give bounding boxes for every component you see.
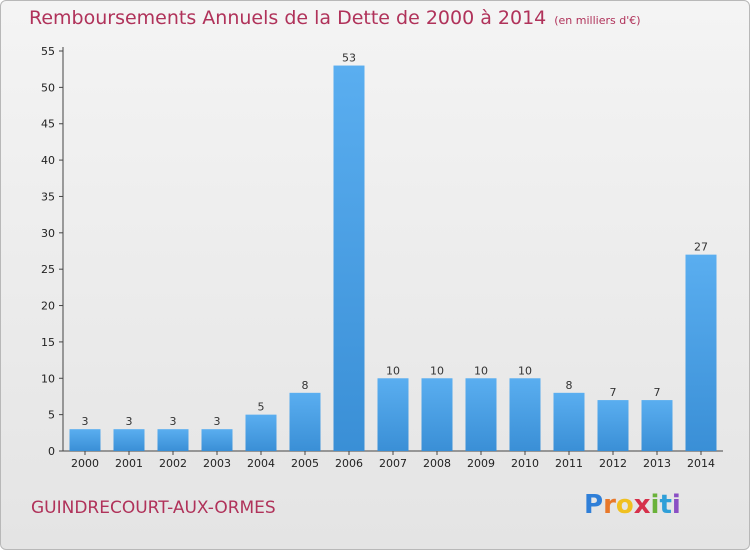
bar-value-label: 3 (214, 415, 221, 428)
x-tick-label: 2000 (71, 457, 99, 470)
bar (465, 378, 497, 451)
bar-value-label: 27 (694, 241, 708, 254)
bar-value-label: 8 (566, 379, 573, 392)
x-tick-label: 2011 (555, 457, 583, 470)
logo-letter: i (650, 490, 660, 520)
bar-value-label: 3 (82, 415, 89, 428)
bar (641, 400, 673, 451)
logo-letter: i (671, 490, 681, 520)
bar-value-label: 7 (654, 386, 661, 399)
logo-letter: o (615, 490, 634, 520)
x-tick-label: 2003 (203, 457, 231, 470)
x-tick-label: 2012 (599, 457, 627, 470)
bar-value-label: 8 (302, 379, 309, 392)
bar (201, 429, 233, 451)
bar-value-label: 7 (610, 386, 617, 399)
bar (245, 414, 277, 451)
y-tick-label: 50 (41, 81, 55, 94)
y-tick-label: 0 (48, 445, 55, 458)
x-tick-label: 2009 (467, 457, 495, 470)
chart-title-text: Remboursements Annuels de la Dette de 20… (29, 7, 547, 29)
bar (421, 378, 453, 451)
logo-letter: r (603, 490, 616, 520)
x-tick-label: 2010 (511, 457, 539, 470)
proxiti-logo[interactable]: Proxiti (584, 490, 681, 520)
chart-title: Remboursements Annuels de la Dette de 20… (29, 7, 641, 29)
logo-letter: x (633, 490, 651, 520)
bar (597, 400, 629, 451)
x-tick-label: 2006 (335, 457, 363, 470)
bar (553, 392, 585, 451)
bar (333, 65, 365, 451)
x-tick-label: 2001 (115, 457, 143, 470)
bar (113, 429, 145, 451)
y-tick-label: 35 (41, 190, 55, 203)
x-tick-label: 2008 (423, 457, 451, 470)
bar-value-label: 10 (518, 364, 532, 377)
x-tick-label: 2007 (379, 457, 407, 470)
bar (685, 254, 717, 451)
bar-value-label: 10 (474, 364, 488, 377)
logo-letter: t (659, 490, 672, 520)
bar (157, 429, 189, 451)
commune-name: GUINDRECOURT-AUX-ORMES (31, 498, 276, 518)
bar-value-label: 53 (342, 52, 356, 65)
y-tick-label: 25 (41, 263, 55, 276)
bar-value-label: 5 (258, 401, 265, 414)
y-tick-label: 15 (41, 336, 55, 349)
bar (69, 429, 101, 451)
y-tick-label: 55 (41, 45, 55, 58)
x-tick-label: 2005 (291, 457, 319, 470)
y-tick-label: 10 (41, 372, 55, 385)
y-tick-label: 45 (41, 118, 55, 131)
bar-value-label: 10 (386, 364, 400, 377)
y-tick-label: 5 (48, 409, 55, 422)
bar (509, 378, 541, 451)
x-tick-label: 2002 (159, 457, 187, 470)
bar-value-label: 10 (430, 364, 444, 377)
y-tick-label: 40 (41, 154, 55, 167)
logo-letter: P (584, 490, 604, 520)
y-tick-label: 30 (41, 227, 55, 240)
x-tick-label: 2013 (643, 457, 671, 470)
bar-value-label: 3 (170, 415, 177, 428)
bar (289, 392, 321, 451)
y-tick-label: 20 (41, 300, 55, 313)
chart-subtitle: (en milliers d'€) (554, 14, 641, 27)
x-tick-label: 2014 (687, 457, 715, 470)
bar (377, 378, 409, 451)
bar-value-label: 3 (126, 415, 133, 428)
x-tick-label: 2004 (247, 457, 275, 470)
